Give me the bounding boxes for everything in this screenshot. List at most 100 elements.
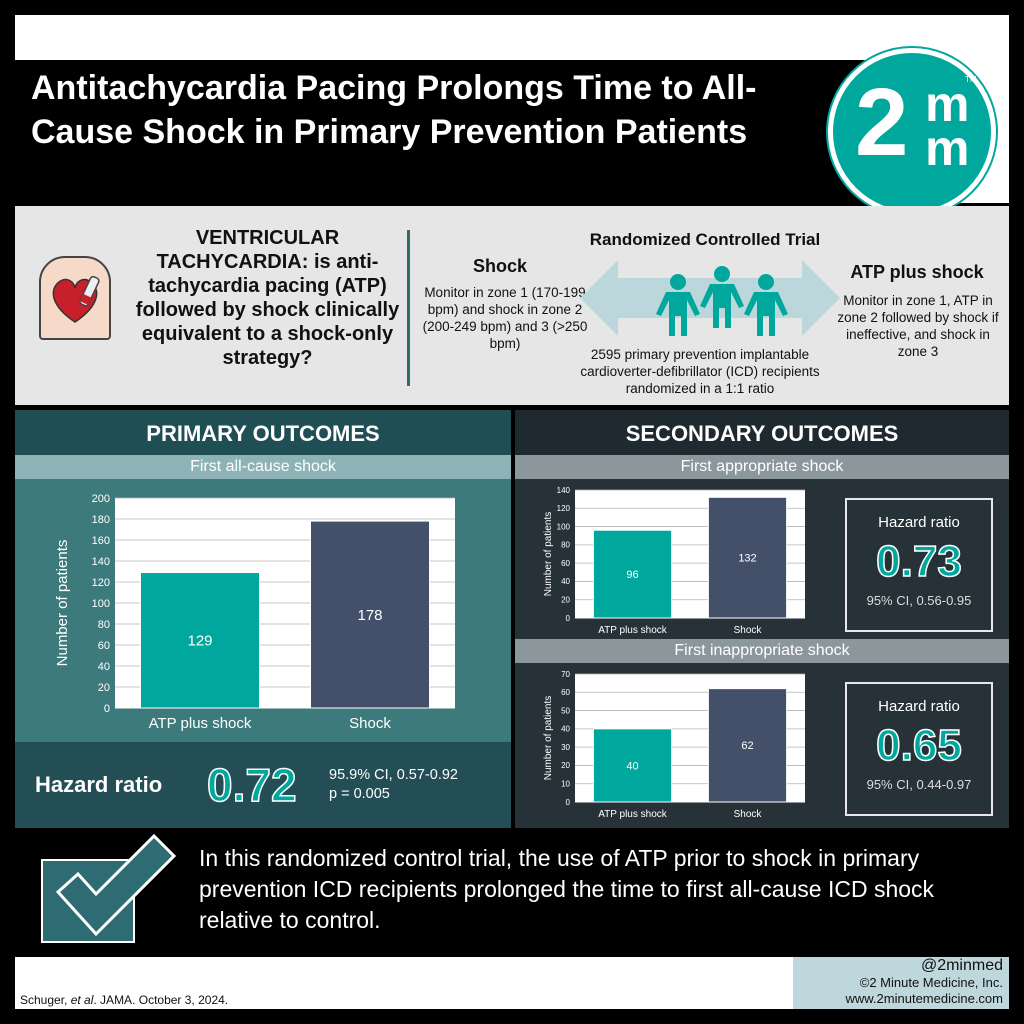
data-label: 132 — [738, 553, 756, 565]
appropriate-hazard-ratio: Hazard ratio 0.73 95% CI, 0.56-0.95 — [845, 498, 993, 632]
y-tick-label: 0 — [104, 703, 110, 715]
citation-date: . October 3, 2024. — [132, 993, 229, 1007]
y-tick-label: 40 — [561, 577, 570, 586]
y-tick-label: 100 — [557, 522, 571, 531]
data-label: 62 — [741, 740, 753, 752]
clinical-question: VENTRICULAR TACHYCARDIA: is anti-tachyca… — [135, 227, 400, 369]
hr-p-value: p = 0.005 — [329, 786, 390, 802]
logo-trademark: TM — [965, 75, 977, 84]
primary-outcomes-panel: PRIMARY OUTCOMES First all-cause shock 0… — [15, 410, 511, 828]
y-tick-label: 120 — [92, 577, 110, 589]
appropriate-shock-chart: 0 20 40 60 80 100 120 140 96 ATP plus shock 132 Sho… — [543, 486, 805, 636]
conclusion-band — [60, 835, 1009, 953]
title-band: Antitachycardia Pacing Prolongs Time to … — [15, 60, 895, 203]
y-tick-label: 120 — [557, 504, 571, 513]
y-tick-label: 60 — [561, 559, 570, 568]
footer — [15, 957, 793, 1009]
citation-journal: . JAMA — [93, 993, 133, 1007]
checkmark-icon — [41, 833, 177, 943]
logo-m-top: m — [925, 76, 970, 132]
hr-value: 0.65 — [875, 720, 962, 771]
y-tick-label: 0 — [566, 798, 571, 807]
y-tick-label: 20 — [561, 596, 570, 605]
conclusion-text: In this randomized control trial, the us… — [199, 845, 935, 933]
brand-handle[interactable]: @2minmed — [920, 957, 1003, 974]
shock-arm-description: Monitor in zone 1 (170-199 bpm) and shoc… — [422, 285, 588, 351]
bar-1 — [592, 728, 673, 803]
bar-2 — [707, 688, 788, 803]
citation-authors: Schuger, — [20, 993, 71, 1007]
top-border — [15, 15, 1009, 60]
y-tick-label: 180 — [92, 514, 110, 526]
brand-url[interactable]: www.2minutemedicine.com — [845, 991, 1003, 1006]
logo-two: 2 — [855, 69, 909, 176]
x-tick-label: ATP plus shock — [149, 715, 252, 732]
intro-band: VENTRICULAR TACHYCARDIA: is anti-tachyca… — [15, 206, 1009, 405]
hr-label: Hazard ratio — [878, 514, 960, 531]
page-title: Antitachycardia Pacing Prolongs Time to … — [31, 69, 757, 151]
hr-ci-text: 95.9% CI, 0.57-0.92 — [329, 767, 458, 783]
y-tick-label: 80 — [561, 541, 570, 550]
bar-2 — [310, 520, 430, 709]
people-icon — [656, 266, 788, 336]
hr-label: Hazard ratio — [878, 698, 960, 715]
icd-heart-icon — [39, 256, 111, 340]
primary-hazard-ratio: Hazard ratio 0.72 95.9% CI, 0.57-0.92 p … — [15, 742, 511, 828]
y-tick-label: 140 — [92, 556, 110, 568]
x-tick-label: ATP plus shock — [598, 809, 668, 820]
hr-ci: 95% CI, 0.44-0.97 — [866, 777, 972, 792]
y-tick-label: 60 — [98, 640, 110, 652]
brand-block: @2minmed ©2 Minute Medicine, Inc. www.2m… — [793, 957, 1009, 1009]
y-tick-label: 0 — [566, 614, 571, 623]
primary-bar-chart: 0 20 40 60 80 100 120 140 160 180 200 129 ATP plus s… — [54, 493, 455, 732]
inappropriate-hazard-ratio: Hazard ratio 0.65 95% CI, 0.44-0.97 — [845, 682, 993, 816]
bar-1 — [592, 529, 673, 619]
y-tick-label: 100 — [92, 598, 110, 610]
x-tick-label: Shock — [349, 715, 391, 732]
primary-heading: PRIMARY OUTCOMES — [15, 410, 511, 458]
rct-title: Randomized Controlled Trial — [589, 230, 821, 249]
intro-divider — [407, 230, 410, 386]
secondary-subheading-inappropriate: First inappropriate shock — [515, 639, 1009, 663]
brand-logo: 2 m m TM — [828, 48, 996, 216]
x-tick-label: Shock — [734, 625, 763, 636]
y-axis-label: Number of patients — [54, 540, 71, 667]
y-tick-label: 20 — [98, 682, 110, 694]
inappropriate-shock-chart: 0 10 20 30 40 50 60 70 40 ATP plus shock 62 Shock Nu… — [543, 670, 805, 820]
data-label: 40 — [626, 760, 638, 772]
y-tick-label: 40 — [561, 725, 570, 734]
atp-arm-description: Monitor in zone 1, ATP in zone 2 followe… — [837, 293, 999, 359]
brand-copyright: ©2 Minute Medicine, Inc. — [859, 975, 1003, 990]
y-tick-label: 60 — [561, 688, 570, 697]
bar-2 — [707, 496, 788, 619]
y-tick-label: 20 — [561, 761, 570, 770]
hr-value: 0.72 — [206, 758, 297, 812]
y-tick-label: 10 — [561, 780, 570, 789]
hr-value: 0.73 — [875, 536, 962, 587]
y-tick-label: 40 — [98, 661, 110, 673]
y-axis-label: Number of patients — [543, 696, 554, 781]
primary-subheading: First all-cause shock — [15, 455, 511, 479]
y-tick-label: 200 — [92, 493, 110, 505]
data-label: 96 — [626, 569, 638, 581]
data-label: 178 — [357, 607, 382, 624]
secondary-heading: SECONDARY OUTCOMES — [515, 410, 1009, 458]
y-axis-label: Number of patients — [543, 512, 554, 597]
shock-arm-heading: Shock — [472, 256, 528, 276]
y-tick-label: 140 — [557, 486, 571, 495]
hr-ci: 95% CI, 0.56-0.95 — [866, 593, 972, 608]
x-tick-label: ATP plus shock — [598, 625, 668, 636]
y-tick-label: 30 — [561, 743, 570, 752]
secondary-outcomes-panel: SECONDARY OUTCOMES First appropriate sho… — [515, 410, 1009, 828]
bar-1 — [140, 572, 260, 709]
citation: Schuger, et al. JAMA. October 3, 2024. — [20, 993, 228, 1007]
y-tick-label: 160 — [92, 535, 110, 547]
secondary-subheading-appropriate: First appropriate shock — [515, 455, 1009, 479]
hr-ci: 95.9% CI, 0.57-0.92 p = 0.005 — [329, 766, 458, 804]
citation-etal: et al — [70, 993, 94, 1007]
y-tick-label: 70 — [561, 670, 570, 679]
x-tick-label: Shock — [734, 809, 763, 820]
logo-m-bottom: m — [925, 120, 970, 176]
y-tick-label: 80 — [98, 619, 110, 631]
